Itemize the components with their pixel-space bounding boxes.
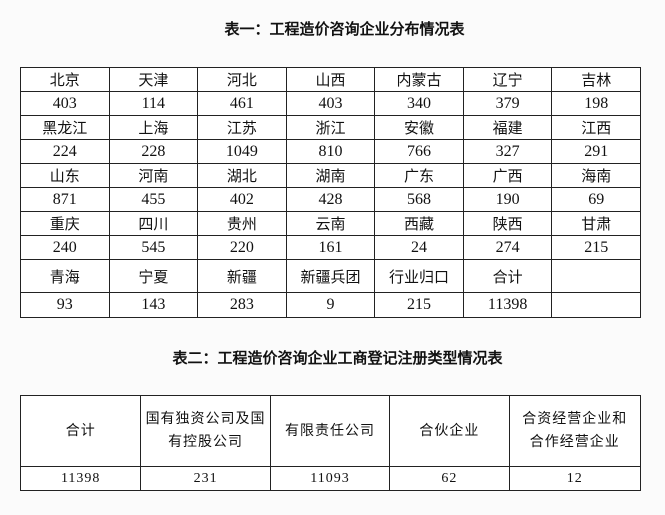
region-name-cell: 青海 [20,259,110,293]
region-name-cell: 云南 [285,211,376,236]
region-name-cell: 辽宁 [462,67,553,92]
value-cell: 12 [508,466,642,491]
registration-type-table: 合计 国有独资公司及国有控股公司 有限责任公司 合伙企业 合资经营企业和合作经营… [19,395,642,491]
count-cell: 215 [551,235,641,260]
count-cell: 114 [108,91,199,116]
region-name-cell: 福建 [462,115,553,140]
region-name-cell: 西藏 [374,211,464,236]
count-cell: 161 [285,235,376,260]
region-name-cell: 河南 [108,163,199,188]
region-name-cell: 北京 [20,67,110,92]
count-cell: 198 [551,91,641,116]
count-cell: 240 [20,235,110,260]
region-name-row: 黑龙江 上海 江苏 浙江 安徽 福建 江西 [20,115,641,140]
count-cell: 455 [108,187,199,212]
region-name-cell: 贵州 [197,211,287,236]
region-name-cell: 浙江 [285,115,376,140]
count-cell: 403 [285,91,376,116]
count-cell: 9 [285,292,376,318]
table-row: 11398 231 11093 62 12 [19,466,642,491]
count-cell: 403 [20,91,110,116]
count-cell: 871 [20,187,110,212]
value-cell: 11093 [269,466,391,491]
count-cell: 215 [374,292,464,318]
region-name-cell: 宁夏 [108,259,199,293]
region-name-cell: 黑龙江 [20,115,110,140]
header-cell: 国有独资公司及国有控股公司 [140,395,271,467]
region-name-cell: 新疆 [197,259,287,293]
count-cell: 143 [108,292,199,318]
count-cell: 810 [285,139,376,164]
count-cell: 461 [197,91,287,116]
region-name-row: 山东 河南 湖北 湖南 广东 广西 海南 [20,163,641,188]
region-name-cell [551,259,641,293]
count-cell: 220 [197,235,287,260]
region-name-cell: 天津 [108,67,199,92]
region-name-cell: 海南 [551,163,641,188]
count-cell: 93 [20,292,110,318]
region-name-row: 重庆 四川 贵州 云南 西藏 陕西 甘肃 [20,211,641,236]
count-row: 240 545 220 161 24 274 215 [20,235,641,260]
count-cell [551,292,641,318]
count-cell: 766 [374,139,464,164]
header-cell: 合资经营企业和合作经营企业 [508,395,642,467]
count-cell: 224 [20,139,110,164]
count-cell: 568 [374,187,464,212]
count-cell: 283 [197,292,287,318]
region-name-cell: 湖北 [197,163,287,188]
count-row: 403 114 461 403 340 379 198 [20,91,641,116]
count-row: 224 228 1049 810 766 327 291 [20,139,641,164]
count-cell: 327 [462,139,553,164]
region-name-cell: 湖南 [285,163,376,188]
table2-title: 表二：工程造价咨询企业工商登记注册类型情况表 [172,349,503,367]
count-row: 93 143 283 9 215 11398 [20,292,641,318]
count-cell: 11398 [462,292,553,318]
region-name-cell: 吉林 [551,67,641,92]
count-cell: 340 [374,91,464,116]
region-name-cell: 内蒙古 [374,67,464,92]
region-name-cell: 合计 [462,259,553,293]
enterprise-distribution-table: 北京 天津 河北 山西 内蒙古 辽宁 吉林 403 114 461 403 340 379 198 黑龙江上… [20,67,641,318]
count-cell: 428 [285,187,376,212]
region-name-cell: 重庆 [20,211,110,236]
table-header-row: 合计 国有独资公司及国有控股公司 有限责任公司 合伙企业 合资经营企业和合作经营… [19,395,642,467]
region-name-cell: 上海 [108,115,199,140]
region-name-cell: 甘肃 [551,211,641,236]
region-name-cell: 山西 [285,67,376,92]
header-cell: 有限责任公司 [269,395,391,467]
count-cell: 274 [462,235,553,260]
value-cell: 231 [140,466,271,491]
count-cell: 402 [197,187,287,212]
count-cell: 69 [551,187,641,212]
region-name-cell: 广西 [462,163,553,188]
value-cell: 11398 [19,466,142,491]
count-cell: 190 [462,187,553,212]
region-name-cell: 山东 [20,163,110,188]
value-cell: 62 [389,466,510,491]
count-cell: 379 [462,91,553,116]
region-name-cell: 广东 [374,163,464,188]
table1-title: 表一：工程造价咨询企业分布情况表 [224,20,465,38]
count-cell: 545 [108,235,199,260]
region-name-row: 北京 天津 河北 山西 内蒙古 辽宁 吉林 [20,67,641,92]
region-name-row: 青海 宁夏 新疆 新疆兵团 行业归口 合计 [20,259,641,293]
region-name-cell: 陕西 [462,211,553,236]
count-cell: 1049 [197,139,287,164]
header-cell: 合伙企业 [389,395,510,467]
region-name-cell: 行业归口 [374,259,464,293]
region-name-cell: 江苏 [197,115,287,140]
header-cell: 合计 [19,395,142,467]
count-row: 871 455 402 428 568 190 69 [20,187,641,212]
region-name-cell: 江西 [551,115,641,140]
count-cell: 291 [551,139,641,164]
region-name-cell: 安徽 [374,115,464,140]
count-cell: 24 [374,235,464,260]
region-name-cell: 新疆兵团 [285,259,376,293]
count-cell: 228 [108,139,199,164]
region-name-cell: 河北 [197,67,287,92]
region-name-cell: 四川 [108,211,199,236]
